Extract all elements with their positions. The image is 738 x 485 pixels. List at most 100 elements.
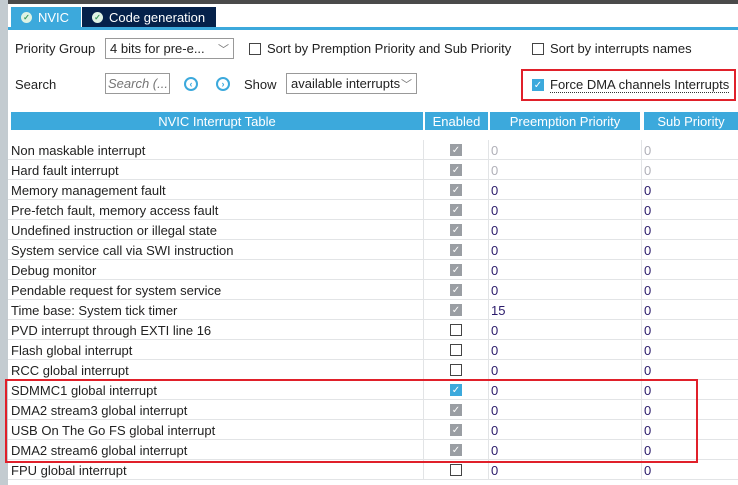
sub-priority[interactable]: 0 <box>644 222 652 238</box>
sub-priority[interactable]: 0 <box>644 442 652 458</box>
enabled-cell[interactable]: ✓ <box>424 260 489 280</box>
sub-priority[interactable]: 0 <box>644 162 652 178</box>
table-row[interactable]: FPU global interrupt 0 0 <box>8 460 738 480</box>
sub-priority[interactable]: 0 <box>644 242 652 258</box>
table-row[interactable]: SDMMC1 global interrupt ✓ 0 0 <box>8 380 738 400</box>
checkbox-checked-icon[interactable]: ✓ <box>450 304 462 316</box>
sub-priority[interactable]: 0 <box>644 182 652 198</box>
preemption-priority[interactable]: 0 <box>489 220 642 240</box>
preemption-priority[interactable]: 0 <box>489 160 642 180</box>
preemption-priority[interactable]: 0 <box>489 320 642 340</box>
table-row[interactable]: Pre-fetch fault, memory access fault ✓ 0… <box>8 200 738 220</box>
preemption-priority[interactable]: 0 <box>489 420 642 440</box>
table-row[interactable]: Flash global interrupt 0 0 <box>8 340 738 360</box>
sub-priority[interactable]: 0 <box>644 202 652 218</box>
sub-priority[interactable]: 0 <box>644 142 652 158</box>
header-sub-priority[interactable]: Sub Priority <box>644 112 738 130</box>
sub-priority[interactable]: 0 <box>644 422 652 438</box>
checkbox-unchecked-icon[interactable] <box>450 464 462 476</box>
checkbox-unchecked-icon[interactable] <box>450 324 462 336</box>
sub-priority[interactable]: 0 <box>644 462 652 478</box>
table-row[interactable]: DMA2 stream6 global interrupt ✓ 0 0 <box>8 440 738 460</box>
table-row[interactable]: PVD interrupt through EXTI line 16 0 0 <box>8 320 738 340</box>
preemption-priority[interactable]: 0 <box>489 180 642 200</box>
checkbox[interactable] <box>249 42 261 55</box>
table-row[interactable]: USB On The Go FS global interrupt ✓ 0 0 <box>8 420 738 440</box>
enabled-cell[interactable] <box>424 340 489 360</box>
tab-nvic[interactable]: ✓ NVIC <box>11 7 81 27</box>
checkbox[interactable] <box>532 42 544 55</box>
table-row[interactable]: Hard fault interrupt ✓ 0 0 <box>8 160 738 180</box>
preemption-priority[interactable]: 0 <box>489 460 642 480</box>
table-row[interactable]: DMA2 stream3 global interrupt ✓ 0 0 <box>8 400 738 420</box>
preemption-priority[interactable]: 0 <box>489 400 642 420</box>
checkbox-checked-icon[interactable]: ✓ <box>532 79 544 91</box>
show-select[interactable]: available interrupts ﹀ <box>286 73 417 94</box>
search-previous-icon[interactable]: ‹ <box>184 77 198 91</box>
checkbox-checked-icon[interactable]: ✓ <box>450 224 462 236</box>
table-row[interactable]: Memory management fault ✓ 0 0 <box>8 180 738 200</box>
preemption-priority[interactable]: 0 <box>489 140 642 160</box>
table-row[interactable]: Undefined instruction or illegal state ✓… <box>8 220 738 240</box>
enabled-cell[interactable] <box>424 320 489 340</box>
checkbox-unchecked-icon[interactable] <box>450 364 462 376</box>
sub-priority[interactable]: 0 <box>644 342 652 358</box>
preemption-priority[interactable]: 0 <box>489 440 642 460</box>
header-enabled[interactable]: Enabled <box>425 112 488 130</box>
sub-priority[interactable]: 0 <box>644 382 652 398</box>
sub-priority[interactable]: 0 <box>644 282 652 298</box>
enabled-cell[interactable]: ✓ <box>424 440 489 460</box>
sub-priority[interactable]: 0 <box>644 262 652 278</box>
table-row[interactable]: Debug monitor ✓ 0 0 <box>8 260 738 280</box>
search-input[interactable] <box>105 73 170 94</box>
preemption-priority[interactable]: 15 <box>489 300 642 320</box>
checkbox-checked-icon[interactable]: ✓ <box>450 204 462 216</box>
checkbox-unchecked-icon[interactable] <box>450 344 462 356</box>
enabled-cell[interactable] <box>424 360 489 380</box>
header-interrupt-table[interactable]: NVIC Interrupt Table <box>11 112 423 130</box>
checkbox-checked-icon[interactable]: ✓ <box>450 284 462 296</box>
enabled-cell[interactable] <box>424 460 489 480</box>
enabled-cell[interactable]: ✓ <box>424 160 489 180</box>
table-row[interactable]: Non maskable interrupt ✓ 0 0 <box>8 140 738 160</box>
enabled-cell[interactable]: ✓ <box>424 140 489 160</box>
preemption-priority[interactable]: 0 <box>489 280 642 300</box>
checkbox-checked-icon[interactable]: ✓ <box>450 144 462 156</box>
enabled-cell[interactable]: ✓ <box>424 300 489 320</box>
sort-names-checkbox[interactable]: Sort by interrupts names <box>532 41 692 56</box>
enabled-cell[interactable]: ✓ <box>424 400 489 420</box>
enabled-cell[interactable]: ✓ <box>424 420 489 440</box>
checkbox-checked-icon[interactable]: ✓ <box>450 164 462 176</box>
preemption-priority[interactable]: 0 <box>489 240 642 260</box>
checkbox-checked-icon[interactable]: ✓ <box>450 384 462 396</box>
sub-priority[interactable]: 0 <box>644 402 652 418</box>
checkbox-checked-icon[interactable]: ✓ <box>450 444 462 456</box>
preemption-priority[interactable]: 0 <box>489 200 642 220</box>
enabled-cell[interactable]: ✓ <box>424 220 489 240</box>
checkbox-checked-icon[interactable]: ✓ <box>450 244 462 256</box>
preemption-priority[interactable]: 0 <box>489 340 642 360</box>
header-preemption-priority[interactable]: Preemption Priority <box>490 112 640 130</box>
preemption-priority[interactable]: 0 <box>489 380 642 400</box>
enabled-cell[interactable]: ✓ <box>424 240 489 260</box>
checkbox-checked-icon[interactable]: ✓ <box>450 424 462 436</box>
sub-priority[interactable]: 0 <box>644 322 652 338</box>
enabled-cell[interactable]: ✓ <box>424 180 489 200</box>
enabled-cell[interactable]: ✓ <box>424 380 489 400</box>
table-row[interactable]: RCC global interrupt 0 0 <box>8 360 738 380</box>
priority-group-select[interactable]: 4 bits for pre-e... ﹀ <box>105 38 234 59</box>
search-next-icon[interactable]: › <box>216 77 230 91</box>
checkbox-checked-icon[interactable]: ✓ <box>450 264 462 276</box>
tab-code-generation[interactable]: ✓ Code generation <box>82 7 216 27</box>
enabled-cell[interactable]: ✓ <box>424 280 489 300</box>
enabled-cell[interactable]: ✓ <box>424 200 489 220</box>
sub-priority[interactable]: 0 <box>644 302 652 318</box>
preemption-priority[interactable]: 0 <box>489 260 642 280</box>
checkbox-checked-icon[interactable]: ✓ <box>450 404 462 416</box>
preemption-priority[interactable]: 0 <box>489 360 642 380</box>
table-row[interactable]: System service call via SWI instruction … <box>8 240 738 260</box>
table-row[interactable]: Pendable request for system service ✓ 0 … <box>8 280 738 300</box>
table-row[interactable]: Time base: System tick timer ✓ 15 0 <box>8 300 738 320</box>
sort-premption-checkbox[interactable]: Sort by Premption Priority and Sub Prior… <box>249 41 511 56</box>
sub-priority[interactable]: 0 <box>644 362 652 378</box>
